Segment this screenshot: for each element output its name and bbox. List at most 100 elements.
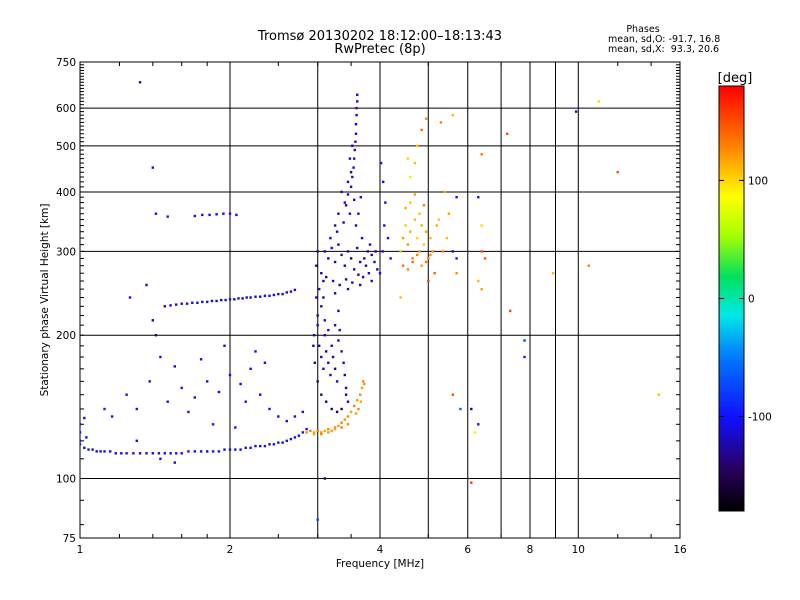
colorbar-tick-label: 0: [748, 294, 755, 306]
echo-point: [363, 257, 366, 260]
echo-point: [305, 431, 308, 434]
echo-point: [206, 300, 209, 304]
echo-point: [245, 296, 248, 299]
echo-point: [376, 268, 379, 271]
echo-point: [416, 236, 419, 240]
echo-point: [343, 201, 346, 204]
echo-point: [169, 304, 172, 307]
echo-point: [353, 268, 356, 271]
echo-point: [277, 415, 280, 418]
echo-point: [103, 407, 106, 411]
echo-point: [301, 431, 304, 434]
echo-point: [378, 272, 382, 275]
echo-point: [138, 452, 142, 455]
phases-heading: Phases: [626, 24, 659, 35]
echo-point: [312, 431, 316, 434]
echo-point: [223, 344, 226, 347]
echo-point: [354, 412, 358, 415]
echo-point: [201, 213, 204, 217]
echo-point: [285, 291, 288, 294]
echo-point: [244, 446, 247, 449]
echo-point: [451, 393, 454, 396]
echo-point: [413, 193, 417, 196]
echo-point: [241, 297, 244, 300]
echo-point: [413, 218, 417, 221]
echo-point: [401, 264, 405, 267]
echo-point: [145, 283, 148, 287]
echo-point: [477, 279, 480, 283]
echo-point: [313, 361, 316, 364]
echo-point: [222, 212, 225, 215]
echo-point: [329, 236, 332, 240]
echo-point: [322, 367, 325, 370]
echo-point: [367, 272, 371, 275]
echo-point: [316, 324, 319, 327]
echo-point: [335, 410, 339, 414]
echo-point: [480, 224, 483, 227]
echo-point: [338, 283, 341, 287]
echo-point: [244, 400, 247, 403]
echo-point: [293, 288, 297, 292]
echo-point: [406, 243, 410, 246]
echo-point: [151, 166, 154, 169]
echo-point: [381, 250, 384, 253]
echo-point: [344, 204, 348, 207]
echo-point: [110, 415, 114, 418]
x-tick-label: 1: [77, 544, 84, 556]
echo-point: [128, 296, 132, 299]
colorbar-tick-label: 100: [748, 175, 768, 187]
echo-point: [337, 424, 340, 428]
echo-point: [272, 293, 276, 297]
echo-point: [318, 344, 321, 347]
echo-point: [346, 415, 350, 418]
echo-point: [259, 444, 262, 448]
echo-point: [329, 373, 332, 377]
echo-point: [175, 452, 178, 455]
echo-points: [80, 81, 660, 521]
echo-point: [455, 272, 458, 275]
echo-point: [316, 314, 319, 317]
echo-point: [201, 300, 204, 304]
echo-point: [315, 264, 318, 267]
echo-point: [215, 299, 218, 303]
echo-point: [404, 206, 407, 210]
echo-point: [416, 253, 419, 257]
echo-point: [409, 201, 412, 204]
echo-point: [470, 407, 473, 411]
echo-point: [80, 439, 82, 442]
echo-point: [433, 272, 436, 275]
echo-point: [193, 396, 196, 399]
echo-point: [331, 355, 335, 359]
y-tick-label: 200: [56, 330, 76, 342]
echo-point: [455, 257, 458, 260]
echo-point: [551, 272, 555, 275]
phases-x-stats: mean, sd,X: 93.3, 20.6: [608, 44, 719, 55]
echo-point: [424, 117, 428, 120]
echo-point: [473, 431, 476, 434]
echo-point: [368, 243, 372, 246]
echo-point: [355, 113, 358, 117]
echo-point: [343, 418, 346, 421]
echo-point: [228, 373, 232, 377]
echo-point: [355, 106, 358, 110]
echo-point: [120, 452, 123, 455]
colorbar-ticks: 100 0 -100: [719, 175, 772, 424]
y-tick-label: 750: [56, 57, 76, 69]
echo-point: [359, 283, 362, 287]
echo-point: [416, 144, 419, 147]
echo-point: [404, 224, 407, 227]
echo-point: [356, 93, 359, 96]
echo-point: [342, 361, 345, 364]
echo-point: [323, 319, 326, 322]
echo-point: [259, 295, 262, 298]
echo-point: [344, 393, 348, 396]
echo-point: [180, 302, 183, 305]
echo-point: [447, 212, 451, 215]
echo-point: [228, 298, 232, 301]
x-tick-label: 10: [572, 544, 585, 556]
echo-point: [411, 257, 414, 260]
echo-point: [340, 421, 343, 424]
echo-point: [523, 339, 526, 342]
echo-point: [173, 365, 176, 368]
echo-point: [574, 110, 578, 113]
